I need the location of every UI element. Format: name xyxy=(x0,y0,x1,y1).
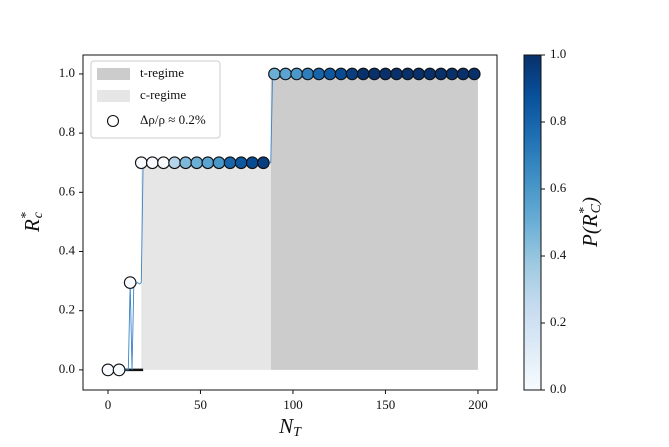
point xyxy=(445,67,459,81)
colorbar-tick-label: 1.0 xyxy=(550,46,566,61)
point xyxy=(290,67,304,81)
colorbar xyxy=(523,54,542,391)
regime-area xyxy=(141,162,271,370)
point xyxy=(190,156,204,170)
legend-label: c-regime xyxy=(140,87,186,102)
y-axis-label: R*c xyxy=(19,211,46,233)
colorbar-tick-label: 0.6 xyxy=(550,180,567,195)
x-tick-label: 200 xyxy=(468,397,488,412)
y-tick-label: 1.0 xyxy=(59,65,75,80)
legend-box xyxy=(90,60,221,139)
colorbar-label-post: ) xyxy=(578,197,602,205)
point xyxy=(390,67,403,81)
y-tick-label: 0.4 xyxy=(59,242,76,257)
point xyxy=(456,67,470,81)
y-axis-label-sub: c xyxy=(31,211,46,218)
point xyxy=(279,67,292,81)
point xyxy=(368,67,381,81)
point xyxy=(168,156,181,170)
point xyxy=(179,156,193,170)
colorbar-tick-label: 0.0 xyxy=(550,381,566,396)
point xyxy=(223,156,237,170)
y-tick-label: 0.8 xyxy=(59,124,75,139)
y-tick-label: 0.0 xyxy=(59,361,75,376)
colorbar-tick-label: 0.2 xyxy=(550,314,566,329)
point xyxy=(134,156,148,170)
x-tick-label: 0 xyxy=(105,397,112,412)
point xyxy=(245,156,259,170)
point xyxy=(412,67,426,81)
regime-area xyxy=(270,73,478,370)
point xyxy=(334,67,348,81)
plot-frame xyxy=(82,54,498,391)
point xyxy=(323,67,337,81)
y-tick-label: 0.6 xyxy=(59,183,76,198)
x-tick-label: 150 xyxy=(376,397,396,412)
x-axis-label-sub: T xyxy=(293,425,302,440)
y-axis-label-sup: * xyxy=(19,212,34,219)
colorbar-tick-label: 0.8 xyxy=(550,113,566,128)
legend-label: Δρ/ρ ≈ 0.2% xyxy=(140,112,206,127)
point xyxy=(146,156,159,170)
y-axis-label-base: R xyxy=(20,219,44,233)
point xyxy=(101,363,115,377)
point xyxy=(434,67,448,81)
legend-swatch xyxy=(97,68,130,80)
legend-swatch xyxy=(97,90,130,102)
point xyxy=(257,156,270,170)
colorbar-label-sup: * xyxy=(577,207,592,214)
point xyxy=(423,67,437,81)
point xyxy=(379,67,392,81)
point xyxy=(467,67,481,81)
point xyxy=(212,156,226,170)
legend-marker xyxy=(106,114,120,128)
point xyxy=(345,67,359,81)
colorbar-tick-label: 0.4 xyxy=(550,247,567,262)
y-tick-label: 0.2 xyxy=(59,302,75,317)
point xyxy=(123,276,137,289)
x-axis-label-base: N xyxy=(278,414,294,438)
point xyxy=(201,156,215,170)
legend-label: t-regime xyxy=(140,65,184,80)
point xyxy=(301,67,315,81)
colorbar-label-pre: P(R xyxy=(578,214,602,248)
x-tick-label: 100 xyxy=(283,397,303,412)
legend: t-regime c-regime Δρ/ρ ≈ 0.2% xyxy=(90,60,221,139)
point xyxy=(312,67,326,81)
point xyxy=(234,156,248,170)
x-tick-label: 50 xyxy=(194,397,207,412)
point xyxy=(268,67,281,81)
point xyxy=(401,67,415,81)
point xyxy=(356,67,370,81)
colorbar-label-sub: C xyxy=(589,203,604,213)
colorbar-label: P(R*C) xyxy=(577,197,604,248)
line xyxy=(107,73,478,371)
point xyxy=(112,363,126,377)
point xyxy=(157,156,170,170)
x-axis-label: NT xyxy=(278,414,302,440)
